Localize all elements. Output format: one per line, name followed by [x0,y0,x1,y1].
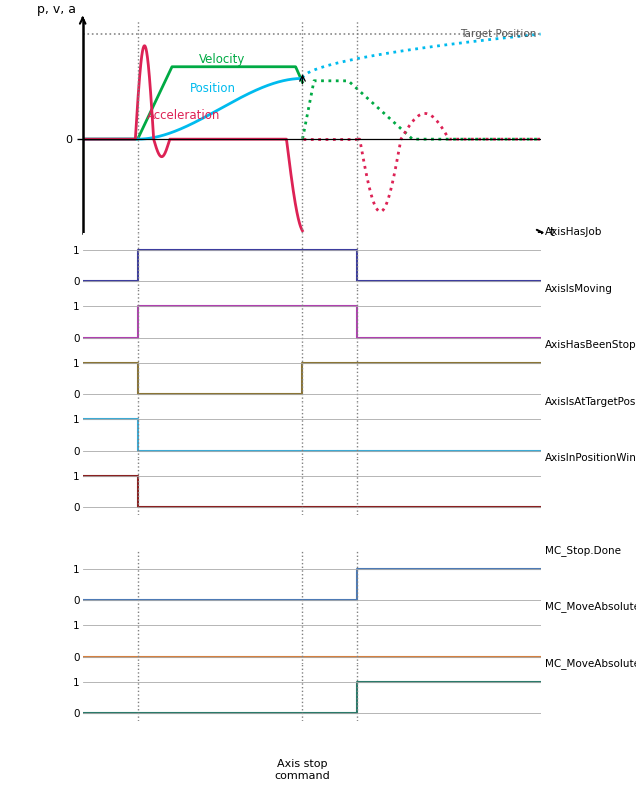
Text: AxisIsMoving: AxisIsMoving [545,284,613,294]
Text: t: t [550,226,555,239]
Text: Position: Position [190,83,236,95]
Text: Target Position: Target Position [460,29,536,39]
Text: Acceleration: Acceleration [147,109,220,123]
Text: MC_MoveAbsolute.Done: MC_MoveAbsolute.Done [545,602,636,613]
Text: AxisInPositionWindow: AxisInPositionWindow [545,453,636,463]
Text: AxisIsAtTargetPosition: AxisIsAtTargetPosition [545,396,636,407]
Text: AxisHasBeenStopped: AxisHasBeenStopped [545,340,636,350]
Text: MC_MoveAbsolute.CommandAborted: MC_MoveAbsolute.CommandAborted [545,658,636,669]
Text: Velocity: Velocity [199,53,245,66]
Text: p, v, a: p, v, a [37,2,76,16]
Text: Axis stop
command: Axis stop command [275,759,330,781]
Text: AxisHasJob: AxisHasJob [545,227,602,237]
Text: MC_Stop.Done: MC_Stop.Done [545,545,621,556]
